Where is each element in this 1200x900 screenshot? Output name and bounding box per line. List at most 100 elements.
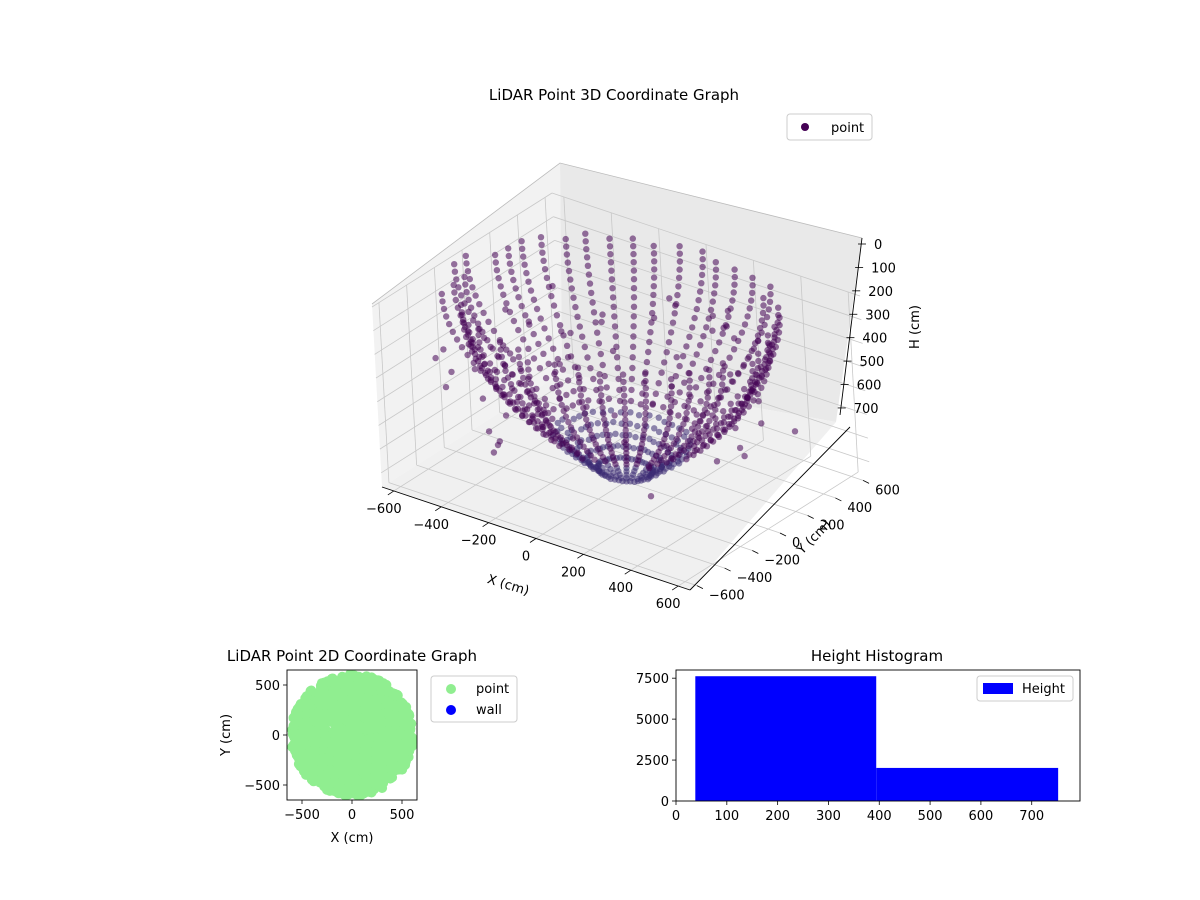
point-2d <box>381 683 392 694</box>
point-3d <box>567 329 574 337</box>
point-3d <box>584 421 592 428</box>
point-3d <box>627 397 635 405</box>
z-tick-label-3d: 500 <box>860 355 885 370</box>
point-3d <box>652 390 659 397</box>
point-3d <box>713 425 721 432</box>
point-3d <box>479 353 486 360</box>
point-3d <box>621 398 628 406</box>
point-3d <box>506 260 514 267</box>
point-3d <box>649 300 657 308</box>
point-3d <box>581 410 588 417</box>
point-3d <box>464 268 472 275</box>
point-3d <box>668 396 675 404</box>
point-3d <box>545 335 552 342</box>
point-3d <box>552 375 560 383</box>
x-axis-label-2d: X (cm) <box>331 831 374 846</box>
point-3d <box>675 274 683 281</box>
point-3d <box>760 294 767 302</box>
point-3d <box>776 321 783 329</box>
point-3d <box>612 430 619 437</box>
point-3d <box>469 284 476 291</box>
point-3d <box>564 259 571 266</box>
point-3d <box>766 342 774 350</box>
point-3d <box>681 379 688 386</box>
point-3d <box>667 403 675 410</box>
point-3d <box>550 427 557 434</box>
point-3d <box>630 313 637 320</box>
point-3d <box>559 437 566 444</box>
point-3d <box>476 301 483 308</box>
point-3d <box>590 436 597 443</box>
point-3d <box>531 393 538 400</box>
point-3d <box>668 464 675 471</box>
point-3d <box>465 296 472 303</box>
point-2d <box>313 708 324 719</box>
point-2d <box>301 691 312 702</box>
point-2d <box>366 787 377 798</box>
point-3d <box>719 381 726 388</box>
point-3d <box>709 438 717 445</box>
point-3d <box>683 456 690 463</box>
point-3d <box>583 254 591 261</box>
point-3d <box>554 419 561 427</box>
point-2d <box>329 730 340 740</box>
point-3d <box>660 404 667 411</box>
point-3d <box>575 371 582 379</box>
grid-line-3d <box>630 455 811 571</box>
point-3d <box>502 367 509 374</box>
point-3d <box>520 336 527 343</box>
point-3d <box>621 405 628 412</box>
point-3d <box>741 321 749 328</box>
point-3d <box>738 329 746 336</box>
point-3d <box>451 289 458 296</box>
point-3d <box>510 317 518 325</box>
point-3d <box>621 439 628 446</box>
point-3d <box>689 324 696 331</box>
x-tick-3d <box>624 569 631 575</box>
point-3d <box>496 339 504 346</box>
point-3d <box>676 266 683 273</box>
point-2d <box>300 758 310 769</box>
point-2d <box>298 718 309 729</box>
point-2d <box>356 734 367 745</box>
point-3d <box>655 414 662 421</box>
point-3d <box>538 241 545 248</box>
point-3d <box>599 361 606 369</box>
point-2d <box>341 756 352 767</box>
point-3d <box>619 371 627 378</box>
point-3d <box>791 428 799 435</box>
point-3d <box>651 425 658 432</box>
grid-line-3d <box>558 311 867 415</box>
point-3d <box>440 305 448 313</box>
grid-line-3d <box>379 334 561 450</box>
point-2d <box>389 688 400 699</box>
point-3d <box>542 402 550 409</box>
y-tick-label-histogram: 2500 <box>636 754 669 769</box>
point-3d <box>541 325 548 332</box>
point-3d <box>587 365 594 372</box>
point-3d <box>592 319 599 326</box>
point-3d <box>525 345 532 352</box>
point-3d <box>503 300 510 307</box>
point-3d <box>668 376 675 383</box>
point-3d <box>676 258 684 265</box>
legend-histogram-swatch <box>983 683 1013 694</box>
point-3d <box>755 398 762 405</box>
point-3d <box>506 350 514 357</box>
point-3d <box>518 302 525 310</box>
point-3d <box>502 412 510 419</box>
y-tick-3d <box>724 567 731 572</box>
point-3d <box>734 393 741 400</box>
grid-line-3d <box>489 232 501 413</box>
point-3d <box>629 343 637 350</box>
point-3d <box>574 313 581 320</box>
point-3d <box>508 268 515 275</box>
point-3d <box>709 312 716 320</box>
point-3d <box>524 359 531 366</box>
point-3d <box>539 249 546 256</box>
point-3d <box>707 356 715 364</box>
grid-line-3d <box>658 228 670 409</box>
point-3d <box>669 319 677 326</box>
point-3d <box>479 395 487 402</box>
point-3d <box>590 375 597 383</box>
